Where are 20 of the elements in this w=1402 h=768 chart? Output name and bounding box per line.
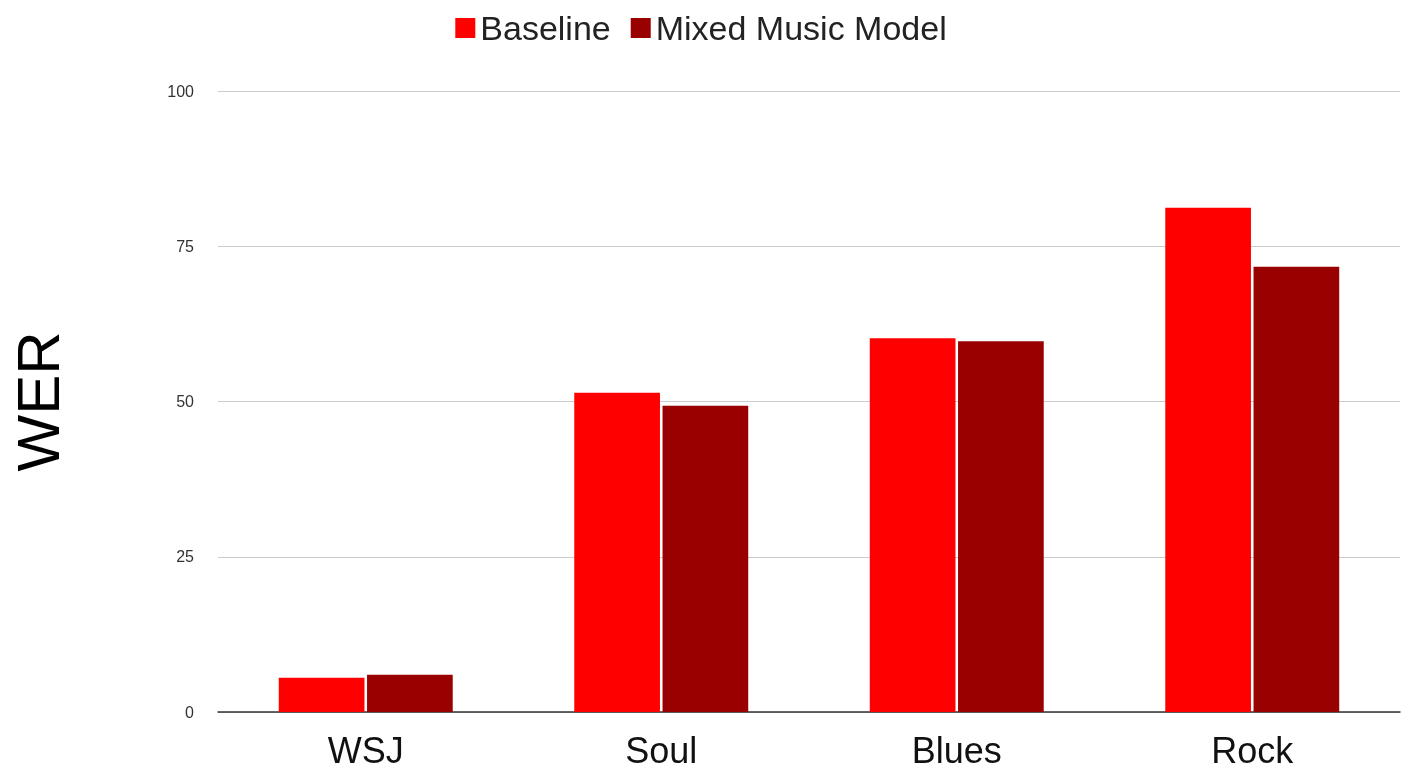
- x-tick-label: Rock: [1211, 729, 1295, 768]
- x-tick-label: WSJ: [327, 729, 404, 768]
- y-tick-label: 100: [167, 82, 195, 100]
- y-tick-label: 25: [176, 548, 195, 566]
- legend-label: Baseline: [480, 9, 611, 47]
- bar: [1253, 266, 1340, 712]
- bar: [367, 674, 453, 712]
- legend-label: Mixed Music Model: [655, 9, 947, 47]
- x-tick-label: Blues: [911, 729, 1002, 768]
- y-axis-title: WER: [4, 331, 72, 472]
- bar: [278, 677, 365, 712]
- x-tick-label: Soul: [625, 729, 698, 768]
- bar: [869, 338, 956, 712]
- y-tick-label: 50: [176, 393, 195, 410]
- bar: [574, 392, 660, 712]
- bar: [958, 341, 1044, 712]
- y-tick-label: 75: [176, 237, 195, 255]
- bar: [662, 405, 749, 712]
- y-tick-label: 0: [185, 703, 195, 721]
- bar: [1165, 207, 1251, 712]
